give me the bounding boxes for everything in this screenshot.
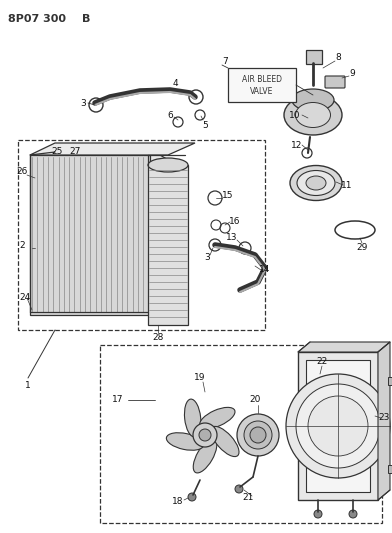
- Ellipse shape: [166, 433, 204, 450]
- Circle shape: [286, 374, 390, 478]
- Text: 3: 3: [80, 99, 86, 108]
- Text: 7: 7: [222, 58, 228, 67]
- Bar: [148, 165, 188, 325]
- Text: 24: 24: [19, 294, 31, 303]
- Ellipse shape: [296, 102, 330, 127]
- Circle shape: [188, 493, 196, 501]
- Text: 8P07 300: 8P07 300: [8, 14, 66, 24]
- Text: 11: 11: [341, 181, 353, 190]
- Text: 29: 29: [356, 244, 368, 253]
- Bar: [298, 352, 378, 500]
- Text: 19: 19: [194, 374, 206, 383]
- Ellipse shape: [297, 171, 335, 196]
- Text: 16: 16: [229, 217, 241, 227]
- Text: 8: 8: [335, 53, 341, 62]
- Circle shape: [314, 510, 322, 518]
- Text: 6: 6: [167, 110, 173, 119]
- Text: 14: 14: [260, 265, 271, 274]
- Text: VALVE: VALVE: [250, 87, 274, 96]
- Circle shape: [199, 429, 211, 441]
- Text: 9: 9: [349, 69, 355, 78]
- Text: 5: 5: [202, 120, 208, 130]
- Text: 20: 20: [249, 395, 261, 405]
- Text: 2: 2: [19, 240, 25, 249]
- Ellipse shape: [237, 414, 279, 456]
- Ellipse shape: [244, 421, 272, 449]
- FancyBboxPatch shape: [325, 76, 345, 88]
- Circle shape: [250, 427, 266, 443]
- Text: B: B: [82, 14, 91, 24]
- Circle shape: [308, 396, 368, 456]
- Circle shape: [193, 423, 217, 447]
- Text: 10: 10: [289, 110, 301, 119]
- Bar: [388, 465, 392, 473]
- Ellipse shape: [211, 426, 239, 457]
- Bar: [18, 140, 265, 330]
- Ellipse shape: [148, 158, 188, 172]
- Text: 12: 12: [291, 141, 303, 149]
- Text: 26: 26: [16, 167, 28, 176]
- Text: 25: 25: [51, 148, 63, 157]
- Ellipse shape: [185, 399, 201, 437]
- Ellipse shape: [292, 89, 334, 111]
- Ellipse shape: [193, 439, 217, 473]
- Ellipse shape: [284, 95, 342, 135]
- Text: 3: 3: [204, 254, 210, 262]
- Text: 22: 22: [316, 358, 328, 367]
- Text: 1: 1: [25, 381, 31, 390]
- Polygon shape: [30, 143, 195, 155]
- Circle shape: [199, 429, 211, 441]
- Text: 28: 28: [152, 334, 164, 343]
- Polygon shape: [378, 342, 390, 500]
- Bar: [388, 377, 392, 385]
- Ellipse shape: [290, 166, 342, 200]
- Circle shape: [235, 485, 243, 493]
- Text: 13: 13: [226, 233, 238, 243]
- Polygon shape: [55, 152, 185, 170]
- Circle shape: [349, 510, 357, 518]
- Text: 15: 15: [222, 190, 234, 199]
- Bar: [30, 155, 150, 315]
- Text: 27: 27: [69, 148, 81, 157]
- Text: 21: 21: [242, 494, 254, 503]
- Text: 17: 17: [112, 395, 124, 405]
- Ellipse shape: [306, 176, 326, 190]
- Bar: [306, 50, 322, 64]
- Bar: [306, 360, 370, 492]
- Bar: [100, 345, 382, 523]
- Polygon shape: [298, 342, 390, 352]
- Circle shape: [296, 384, 380, 468]
- Circle shape: [193, 423, 217, 447]
- Bar: [228, 68, 296, 102]
- Text: AIR BLEED: AIR BLEED: [242, 75, 282, 84]
- Text: 23: 23: [378, 414, 390, 423]
- Text: 4: 4: [172, 78, 178, 87]
- Text: 18: 18: [172, 497, 184, 506]
- Ellipse shape: [200, 407, 235, 429]
